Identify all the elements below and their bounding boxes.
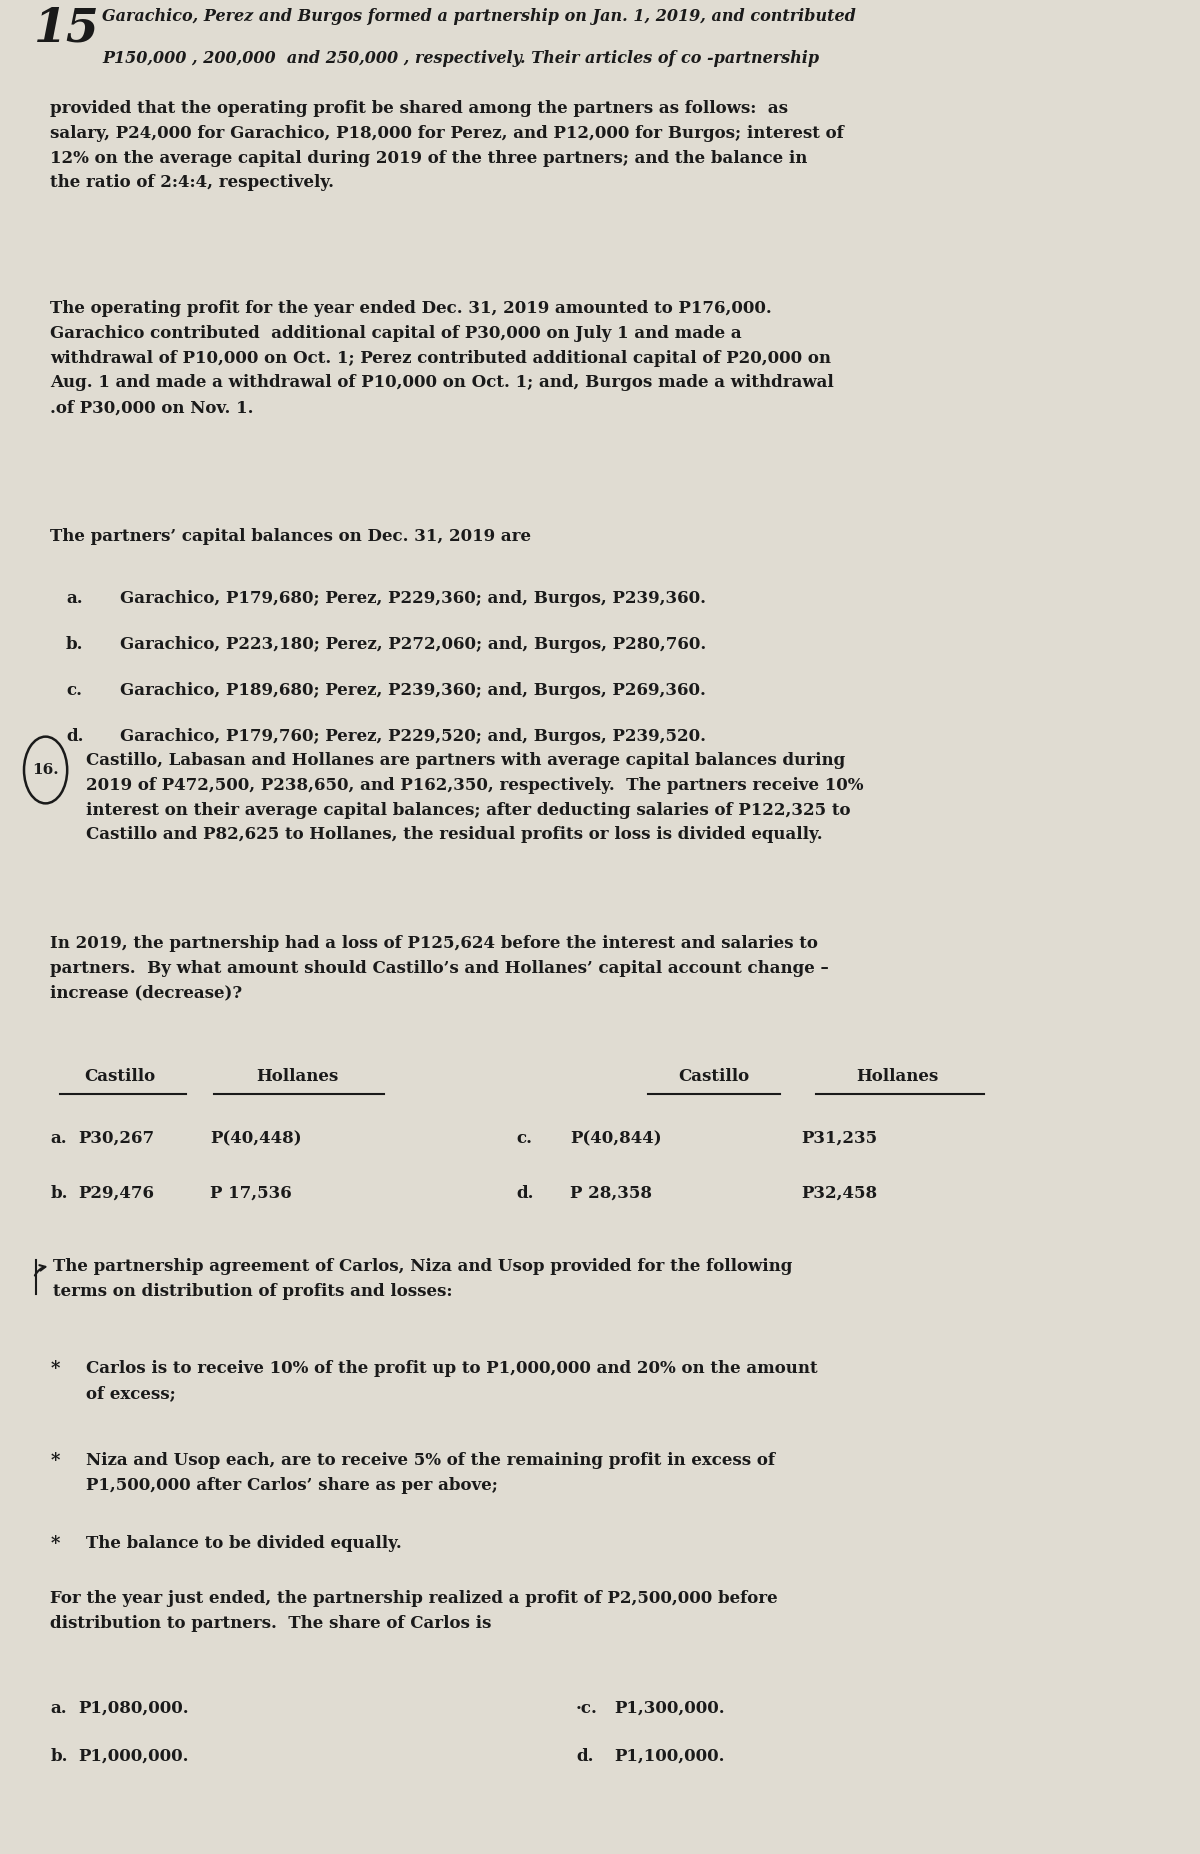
Text: The partners’ capital balances on Dec. 31, 2019 are: The partners’ capital balances on Dec. 3… [50,528,532,545]
Text: For the year just ended, the partnership realized a profit of P2,500,000 before
: For the year just ended, the partnership… [50,1591,778,1632]
Text: *: * [50,1535,60,1554]
Text: P(40,448): P(40,448) [210,1129,301,1148]
Text: Garachico, P179,680; Perez, P229,360; and, Burgos, P239,360.: Garachico, P179,680; Perez, P229,360; an… [120,590,706,606]
Text: The partnership agreement of Carlos, Niza and Usop provided for the following
te: The partnership agreement of Carlos, Niz… [53,1259,792,1300]
Text: P32,458: P32,458 [802,1185,877,1201]
Text: P1,300,000.: P1,300,000. [614,1700,725,1717]
Text: Garachico, P189,680; Perez, P239,360; and, Burgos, P269,360.: Garachico, P189,680; Perez, P239,360; an… [120,682,706,699]
Text: a.: a. [66,590,83,606]
Text: P150,000 , 200,000  and 250,000 , respectively. Their articles of co -partnershi: P150,000 , 200,000 and 250,000 , respect… [102,50,820,67]
Text: 16.: 16. [32,764,59,777]
Text: Carlos is to receive 10% of the profit up to P1,000,000 and 20% on the amount
of: Carlos is to receive 10% of the profit u… [86,1361,818,1402]
Text: P30,267: P30,267 [78,1129,154,1148]
Text: provided that the operating profit be shared among the partners as follows:  as
: provided that the operating profit be sh… [50,100,844,191]
Text: The operating profit for the year ended Dec. 31, 2019 amounted to P176,000.
Gara: The operating profit for the year ended … [50,300,834,415]
Text: In 2019, the partnership had a loss of P125,624 before the interest and salaries: In 2019, the partnership had a loss of P… [50,934,829,1001]
Text: d.: d. [576,1748,594,1765]
Text: P 28,358: P 28,358 [570,1185,652,1201]
Text: Garachico, P223,180; Perez, P272,060; and, Burgos, P280,760.: Garachico, P223,180; Perez, P272,060; an… [120,636,707,653]
Text: P1,000,000.: P1,000,000. [78,1748,188,1765]
Text: d.: d. [66,729,84,745]
Text: *: * [50,1452,60,1470]
Text: P31,235: P31,235 [802,1129,877,1148]
Text: b.: b. [50,1748,68,1765]
Text: P 17,536: P 17,536 [210,1185,292,1201]
Text: a.: a. [50,1129,67,1148]
Text: b.: b. [66,636,84,653]
Text: P1,080,000.: P1,080,000. [78,1700,188,1717]
Text: Hollanes: Hollanes [857,1068,938,1085]
Text: c.: c. [66,682,82,699]
Text: P1,100,000.: P1,100,000. [614,1748,725,1765]
Text: Niza and Usop each, are to receive 5% of the remaining profit in excess of
P1,50: Niza and Usop each, are to receive 5% of… [86,1452,775,1494]
Text: ·c.: ·c. [576,1700,598,1717]
Text: Garachico, P179,760; Perez, P229,520; and, Burgos, P239,520.: Garachico, P179,760; Perez, P229,520; an… [120,729,706,745]
Text: *: * [50,1361,60,1378]
Text: 15: 15 [34,6,100,52]
Text: Garachico, Perez and Burgos formed a partnership on Jan. 1, 2019, and contribute: Garachico, Perez and Burgos formed a par… [102,7,856,24]
Text: Hollanes: Hollanes [257,1068,338,1085]
Text: P29,476: P29,476 [78,1185,154,1201]
Text: b.: b. [50,1185,68,1201]
Text: Castillo, Labasan and Hollanes are partners with average capital balances during: Castillo, Labasan and Hollanes are partn… [86,753,864,844]
Text: d.: d. [516,1185,534,1201]
Text: a.: a. [50,1700,67,1717]
Text: The balance to be divided equally.: The balance to be divided equally. [86,1535,402,1552]
Text: P(40,844): P(40,844) [570,1129,661,1148]
Text: Castillo: Castillo [84,1068,156,1085]
Text: Castillo: Castillo [678,1068,750,1085]
Text: c.: c. [516,1129,532,1148]
